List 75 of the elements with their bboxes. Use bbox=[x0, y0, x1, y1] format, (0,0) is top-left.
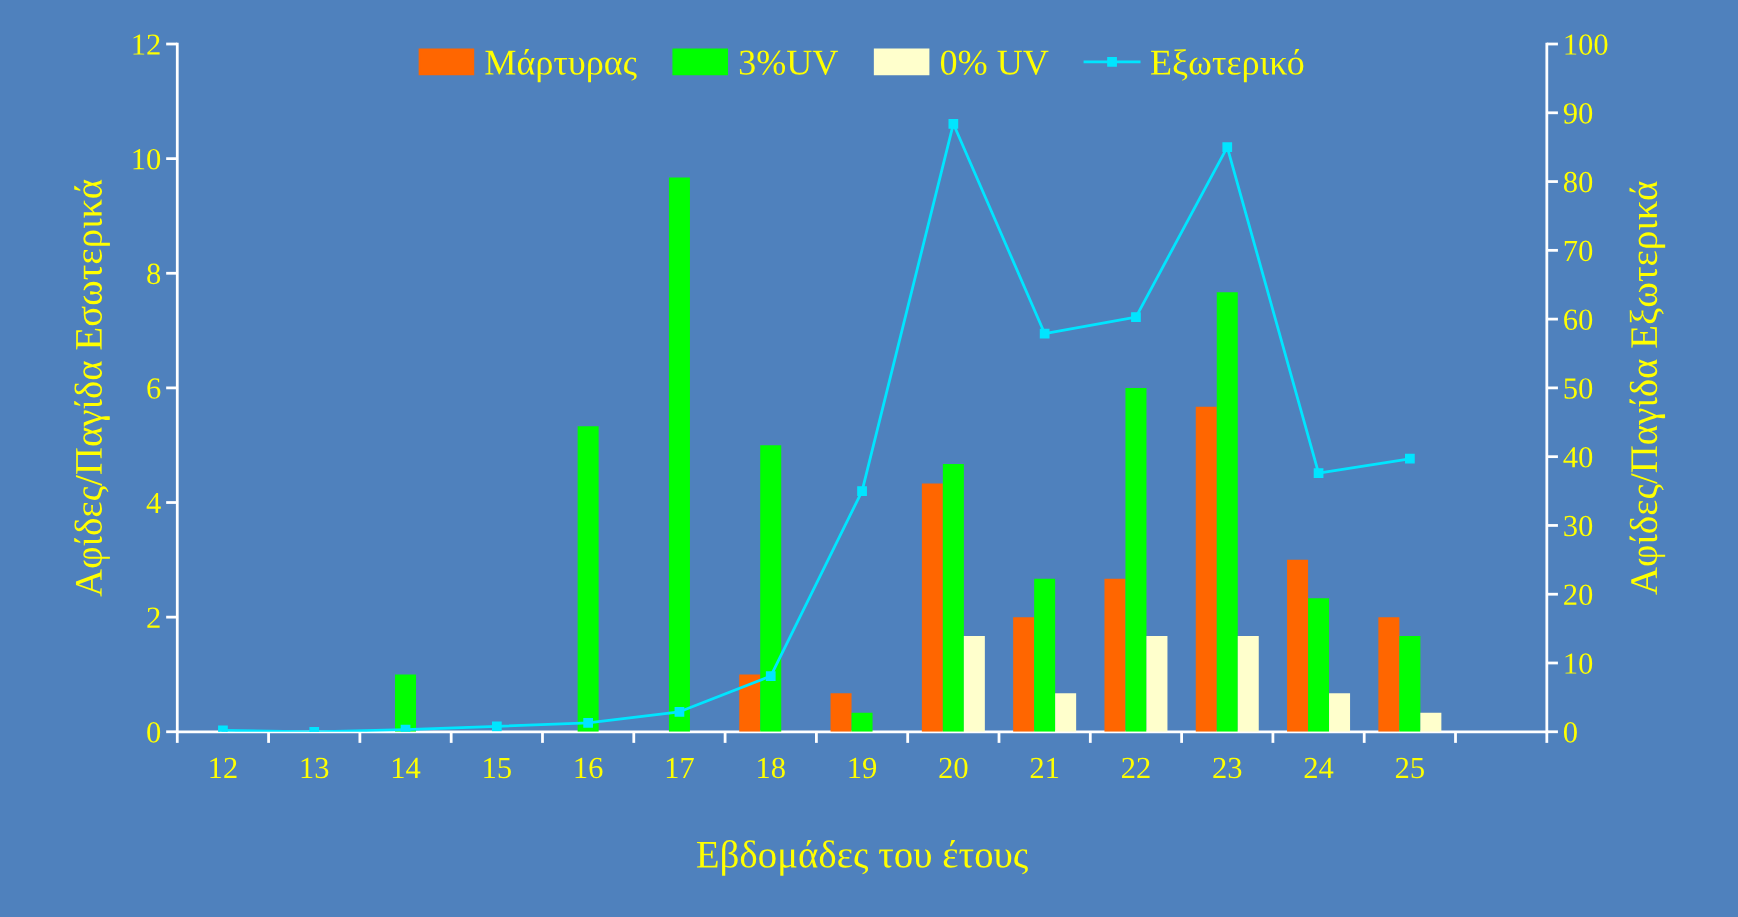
legend-label: 3%UV bbox=[739, 50, 839, 76]
x-tick-label: 20 bbox=[939, 757, 968, 779]
y-tick-label: 10 bbox=[133, 148, 161, 170]
bar bbox=[739, 674, 761, 732]
bar bbox=[921, 483, 943, 732]
x-tick-label: 19 bbox=[849, 757, 877, 779]
bar bbox=[1146, 636, 1168, 732]
x-tick-label: 15 bbox=[484, 757, 511, 779]
y-tick-label: 4 bbox=[146, 493, 161, 514]
bar bbox=[1308, 598, 1330, 732]
bar bbox=[963, 636, 985, 732]
bar bbox=[577, 426, 599, 732]
legend-label: Εξωτερικό bbox=[1151, 49, 1304, 83]
bar bbox=[1420, 712, 1442, 732]
bar bbox=[1287, 559, 1309, 732]
y2-tick-label: 70 bbox=[1564, 240, 1593, 262]
x-tick-label: 17 bbox=[666, 757, 694, 778]
x-tick-label: 12 bbox=[210, 757, 237, 778]
y-axis-title: Αφίδες/Παγίδα Εσωτερικά bbox=[74, 179, 110, 597]
bar bbox=[1125, 387, 1147, 732]
bar bbox=[760, 445, 782, 732]
bar bbox=[1195, 406, 1217, 732]
y2-tick-label: 20 bbox=[1564, 584, 1593, 606]
bar bbox=[395, 674, 417, 732]
y-tick-label: 2 bbox=[147, 607, 160, 628]
x-tick-label: 23 bbox=[1213, 757, 1242, 779]
legend-label: Μάρτυρας bbox=[485, 49, 637, 83]
bar bbox=[1399, 636, 1421, 732]
x-tick-label: 25 bbox=[1395, 757, 1424, 779]
point bbox=[583, 717, 594, 728]
y-tick-label: 8 bbox=[147, 263, 161, 285]
y-tick-label: 0 bbox=[147, 722, 161, 743]
bar bbox=[1034, 578, 1056, 732]
bar bbox=[1237, 636, 1259, 732]
y2-tick-label: 30 bbox=[1564, 515, 1593, 537]
y-tick-label: 6 bbox=[147, 378, 161, 399]
y2-tick-label: 40 bbox=[1563, 446, 1593, 468]
point bbox=[1131, 312, 1141, 322]
point bbox=[857, 486, 867, 496]
y2-tick-label: 100 bbox=[1565, 34, 1608, 55]
bar bbox=[851, 712, 873, 732]
y-tick-label: 12 bbox=[133, 34, 160, 55]
x-tick-label: 21 bbox=[1030, 757, 1059, 778]
bar bbox=[830, 693, 852, 732]
x-tick-label: 14 bbox=[392, 757, 421, 778]
bar bbox=[1055, 693, 1077, 732]
x-axis-title: Εβδομάδες του έτους bbox=[696, 840, 1028, 876]
bar bbox=[1104, 578, 1126, 732]
point bbox=[1313, 468, 1324, 479]
point bbox=[1404, 453, 1415, 464]
bar bbox=[942, 464, 964, 732]
y2-tick-label: 60 bbox=[1564, 309, 1593, 331]
y2-tick-label: 90 bbox=[1563, 103, 1593, 124]
y2-tick-label: 0 bbox=[1563, 722, 1577, 743]
point bbox=[765, 671, 776, 681]
y2-axis-title: Αφίδες/Παγίδα Εξωτερικά bbox=[1629, 181, 1666, 595]
bar bbox=[1013, 617, 1035, 732]
y2-tick-label: 10 bbox=[1565, 653, 1593, 674]
x-tick-label: 22 bbox=[1122, 757, 1150, 778]
x-tick-label: 16 bbox=[575, 757, 603, 779]
bar bbox=[1378, 617, 1400, 732]
y2-tick-label: 80 bbox=[1563, 171, 1593, 193]
x-tick-label: 18 bbox=[758, 757, 785, 779]
y2-tick-label: 50 bbox=[1564, 378, 1593, 399]
point bbox=[491, 721, 502, 732]
bar bbox=[668, 177, 690, 732]
legend-label: 0% UV bbox=[940, 50, 1049, 76]
bar bbox=[1216, 292, 1238, 732]
point bbox=[1039, 328, 1050, 339]
point bbox=[948, 118, 959, 129]
bar bbox=[1329, 693, 1351, 732]
x-tick-label: 24 bbox=[1304, 757, 1334, 778]
point bbox=[674, 706, 685, 717]
point bbox=[1222, 142, 1233, 153]
x-tick-label: 13 bbox=[301, 757, 329, 779]
